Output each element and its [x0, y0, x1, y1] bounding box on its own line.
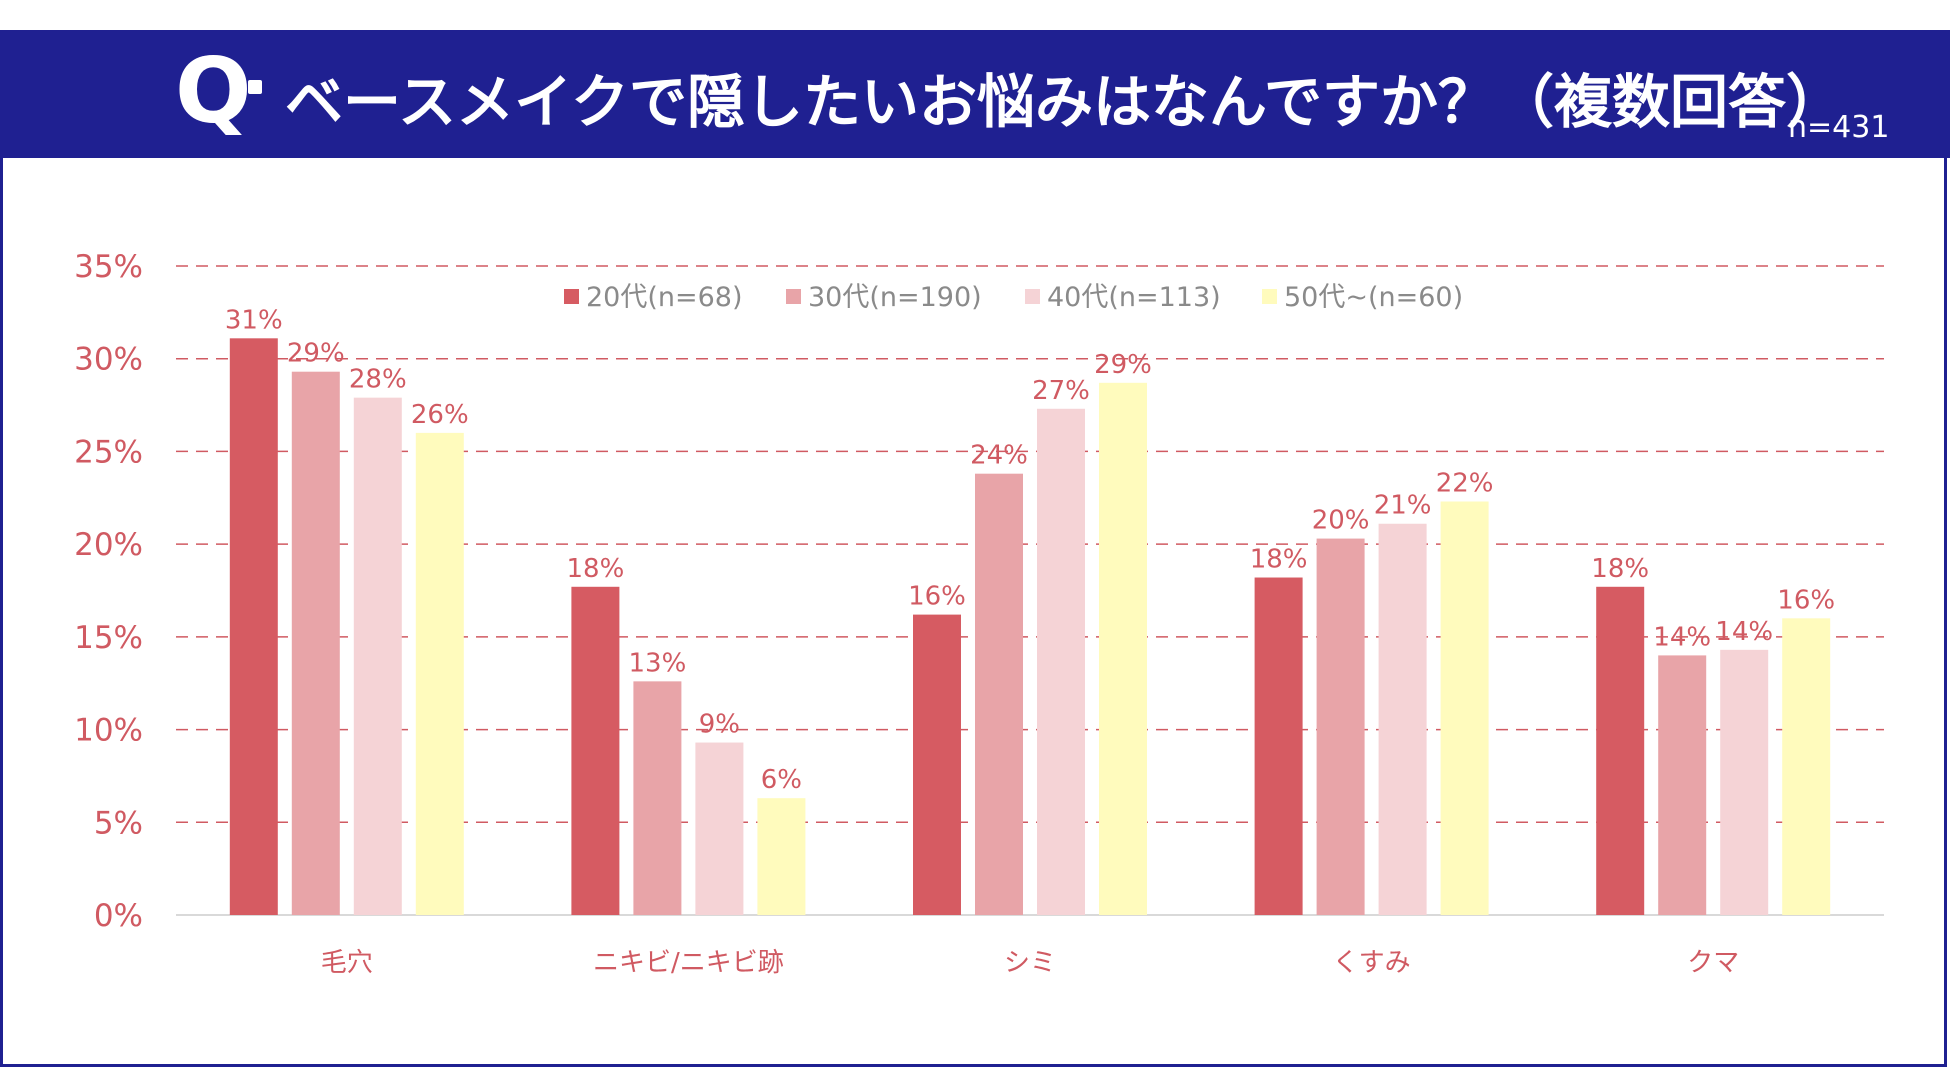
- data-label: 18%: [1250, 545, 1308, 575]
- data-label: 24%: [970, 441, 1028, 471]
- data-label: 22%: [1436, 468, 1494, 498]
- x-category-label: 毛穴: [321, 948, 373, 978]
- question-mark-q: Q: [175, 39, 252, 144]
- bar: [1658, 655, 1707, 915]
- title-banner: [0, 30, 1950, 158]
- data-label: 13%: [629, 648, 687, 678]
- data-label: 27%: [1032, 376, 1090, 406]
- bar: [229, 338, 278, 915]
- legend-swatch: [564, 289, 579, 304]
- legend-label: 40代(n=113): [1047, 282, 1221, 313]
- data-label: 14%: [1653, 622, 1711, 652]
- bar: [353, 397, 402, 915]
- y-tick-label: 5%: [94, 805, 143, 841]
- page-title: ベースメイクで隠したいお悩みはなんですか？（複数回答）: [285, 68, 1845, 136]
- legend-swatch: [1262, 289, 1277, 304]
- y-tick-label: 15%: [74, 620, 143, 656]
- legend-swatch: [786, 289, 801, 304]
- data-label: 14%: [1715, 617, 1773, 647]
- slide-frame: [0, 30, 1947, 1067]
- y-tick-label: 30%: [74, 342, 143, 378]
- y-tick-label: 20%: [74, 527, 143, 563]
- legend-swatch: [1025, 289, 1040, 304]
- x-category-label: ニキビ/ニキビ跡: [593, 948, 784, 978]
- data-label: 16%: [1777, 585, 1835, 615]
- data-label: 29%: [1094, 350, 1152, 380]
- bar: [291, 371, 340, 915]
- bar: [1099, 382, 1147, 915]
- bar: [633, 681, 682, 915]
- data-label: 26%: [411, 400, 469, 430]
- bar: [695, 742, 744, 915]
- y-tick-label: 35%: [74, 249, 143, 285]
- bar: [1254, 577, 1303, 915]
- legend-label: 20代(n=68): [586, 282, 743, 313]
- data-label: 29%: [287, 339, 345, 369]
- data-label: 9%: [699, 710, 740, 740]
- data-label: 16%: [908, 582, 966, 612]
- data-label: 31%: [225, 305, 283, 335]
- bar: [415, 432, 464, 915]
- legend-label: 50代~(n=60): [1284, 282, 1463, 313]
- sample-size: n=431: [1788, 110, 1890, 145]
- bar: [571, 586, 620, 915]
- data-label: 18%: [1591, 554, 1649, 584]
- bar: [1596, 586, 1645, 915]
- data-label: 21%: [1374, 491, 1432, 521]
- bar: [1378, 523, 1427, 915]
- bar: [1440, 501, 1489, 915]
- y-tick-label: 10%: [74, 713, 143, 749]
- data-label: 28%: [349, 365, 407, 395]
- y-tick-label: 0%: [94, 898, 143, 934]
- bar: [913, 614, 961, 915]
- bar: [975, 473, 1023, 915]
- data-label: 6%: [761, 765, 802, 795]
- question-mark-dot: [248, 80, 262, 94]
- data-label: 18%: [567, 554, 625, 584]
- x-category-label: シミ: [1004, 948, 1056, 978]
- bar: [1720, 649, 1769, 915]
- bar: [757, 798, 806, 915]
- x-category-label: クマ: [1687, 948, 1739, 978]
- x-category-label: くすみ: [1333, 948, 1411, 978]
- y-tick-label: 25%: [74, 434, 143, 470]
- bar: [1037, 408, 1085, 915]
- bar: [1316, 538, 1365, 915]
- bar: [1782, 618, 1831, 915]
- data-label: 20%: [1312, 506, 1370, 536]
- legend-label: 30代(n=190): [808, 282, 982, 313]
